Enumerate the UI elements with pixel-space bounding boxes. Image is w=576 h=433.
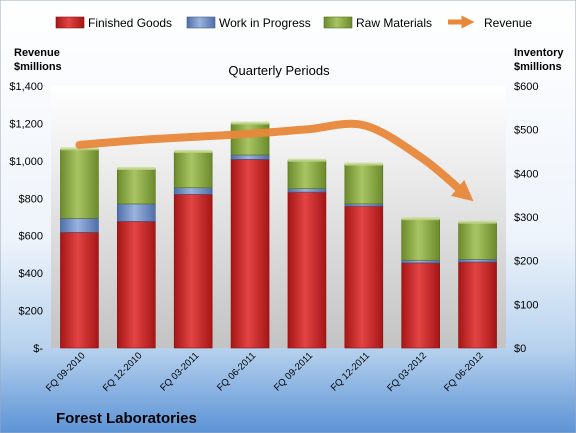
bar-raw-materials [60, 149, 99, 219]
left-axis-ticks: $- $200 $400 $600 $800 $1,000 $1,200 $1,400 [9, 81, 43, 355]
company-name: Forest Laboratories [56, 410, 197, 427]
right-axis-tick-label: $200 [514, 256, 538, 268]
bar-finished-goods [401, 262, 440, 349]
bar-raw-materials [401, 218, 440, 261]
bar-work-in-progress [401, 259, 440, 264]
bar-finished-goods [458, 261, 497, 349]
legend-swatch-raw-materials [323, 16, 353, 29]
bar-top-cap [174, 149, 213, 153]
left-axis-tick-label: $200 [19, 306, 43, 318]
bar-finished-goods [117, 221, 156, 349]
bar-work-in-progress [344, 203, 384, 207]
left-axis-tick-label: $1,400 [9, 81, 43, 93]
bar-top-cap [231, 121, 270, 125]
chart-title: Quarterly Periods [228, 63, 330, 78]
bar-raw-materials [117, 168, 156, 205]
left-axis-tick-label: $800 [19, 193, 43, 205]
legend-label-raw-materials: Raw Materials [356, 16, 432, 30]
bar-work-in-progress [287, 188, 327, 193]
bar-top-cap [287, 158, 326, 162]
left-axis-tick-label: $600 [19, 231, 43, 243]
bar-raw-materials [287, 160, 327, 189]
revenue-layer [75, 119, 474, 202]
right-axis-tick-label: $400 [514, 168, 538, 180]
legend-swatch-finished-goods [55, 16, 85, 29]
bar-finished-goods [287, 191, 327, 349]
bar-work-in-progress [230, 154, 270, 160]
bar-finished-goods [60, 231, 99, 349]
revenue-line [75, 119, 474, 202]
bar-finished-goods [173, 193, 213, 349]
left-axis-tick-label: $1,200 [9, 118, 43, 130]
bar-raw-materials [173, 151, 213, 189]
right-axis-ticks: $0 $100 $200 $300 $400 $500 $600 [514, 81, 538, 355]
bar-top-cap [344, 162, 383, 166]
right-axis-tick-label: $100 [514, 299, 538, 311]
legend-swatch-work-in-progress [186, 16, 216, 29]
bar-work-in-progress [458, 259, 497, 263]
right-axis-title-line1: Inventory [514, 47, 564, 59]
left-axis-tick-label: $400 [19, 268, 43, 280]
bar-raw-materials [230, 123, 270, 156]
left-axis-tick-label: $1,000 [9, 156, 43, 168]
right-axis-tick-label: $0 [514, 343, 526, 355]
bar-raw-materials [344, 164, 384, 205]
bar-top-cap [117, 166, 156, 170]
bars [60, 121, 497, 349]
right-axis-tick-label: $300 [514, 212, 538, 224]
left-axis-title-line2: $millions [14, 61, 62, 73]
bar-work-in-progress [173, 187, 213, 195]
right-axis-tick-label: $500 [514, 125, 538, 137]
bar-work-in-progress [117, 203, 156, 222]
bar-work-in-progress [60, 218, 99, 233]
bar-raw-materials [458, 222, 497, 260]
bar-top-cap [401, 217, 440, 221]
legend-label-work-in-progress: Work in Progress [219, 16, 311, 30]
bar-finished-goods [230, 159, 270, 349]
left-axis-title-line1: Revenue [14, 47, 60, 59]
bar-finished-goods [344, 205, 384, 349]
legend: Finished Goods Work in Progress Raw Mate… [55, 15, 532, 30]
right-axis-title-line2: $millions [514, 61, 562, 73]
bar-top-cap [458, 220, 497, 224]
legend-label-finished-goods: Finished Goods [88, 16, 172, 30]
legend-label-revenue: Revenue [484, 16, 532, 30]
right-axis-tick-label: $600 [514, 81, 538, 93]
left-axis-tick-label: $- [33, 343, 43, 355]
